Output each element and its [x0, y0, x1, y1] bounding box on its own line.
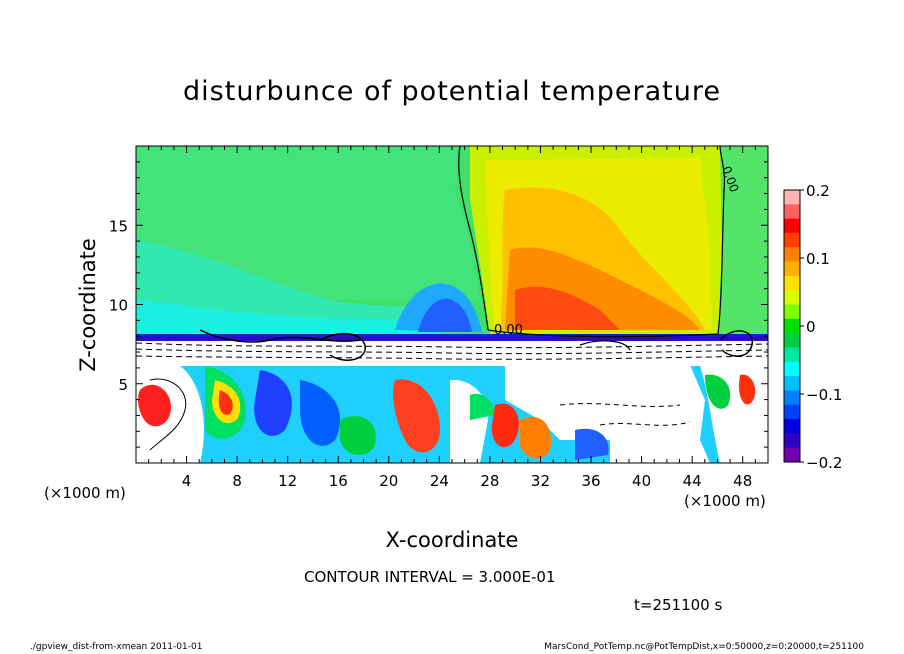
x-tick-label: 44: [683, 472, 702, 490]
x-tick-label: 16: [329, 472, 348, 490]
colorbar-swatch: [784, 318, 800, 334]
x-tick-label: 24: [430, 472, 449, 490]
x-tick-label: 12: [278, 472, 297, 490]
colorbar-swatch: [784, 404, 800, 420]
x-tick-label: 36: [581, 472, 600, 490]
colorbar-swatch: [784, 261, 800, 277]
colorbar-swatch: [784, 247, 800, 263]
colorbar-swatch: [784, 390, 800, 406]
x-tick-label: 4: [182, 472, 192, 490]
colorbar: 0.2 0.1 0 −0.1 −0.2: [783, 182, 842, 472]
colorbar-swatch: [784, 433, 800, 449]
y-tick-label: 15: [109, 217, 128, 235]
colorbar-swatch: [784, 376, 800, 391]
colorbar-tick-label: 0: [806, 318, 816, 336]
colorbar-swatch: [784, 275, 800, 291]
colorbar-swatch: [784, 190, 800, 205]
x-tick-label: 28: [480, 472, 499, 490]
contour-label-lower: 0.00: [494, 323, 523, 338]
colorbar-swatch: [784, 218, 800, 234]
x-tick-label: 20: [379, 472, 398, 490]
time-label: t=251100 s: [634, 596, 723, 614]
x-unit-label-right: (×1000 m): [684, 492, 766, 510]
x-axis-label: X-coordinate: [385, 528, 519, 552]
colorbar-swatch: [784, 347, 800, 363]
colorbar-swatch: [784, 419, 800, 434]
x-tick-label: 40: [632, 472, 651, 490]
x-tick-label: 8: [232, 472, 242, 490]
y-tick-label: 5: [118, 376, 128, 394]
heatmap-field: [136, 146, 768, 463]
chart-title: disturbunce of potential temperature: [183, 76, 721, 107]
colorbar-swatch: [784, 361, 800, 377]
colorbar-tick-label: −0.1: [806, 386, 842, 404]
x-tick-label: 32: [531, 472, 550, 490]
colorbar-swatch: [784, 232, 800, 248]
colorbar-swatch: [784, 290, 800, 306]
colorbar-swatch: [784, 204, 800, 220]
contour-interval-label: CONTOUR INTERVAL = 3.000E-01: [304, 568, 556, 586]
footer-script-name: ./gpview_dist-from-xmean 2011-01-01: [30, 642, 203, 652]
colorbar-swatch: [784, 447, 800, 463]
colorbar-tick-label: −0.2: [806, 454, 842, 472]
footer-source-info: MarsCond_PotTemp.nc@PotTempDist,x=0:5000…: [544, 642, 864, 652]
x-tick-label: 48: [733, 472, 752, 490]
colorbar-swatch: [784, 333, 800, 348]
colorbar-tick-label: 0.1: [806, 250, 830, 268]
colorbar-tick-label: 0.2: [806, 182, 830, 200]
colorbar-swatch: [784, 304, 800, 320]
x-unit-label-left: (×1000 m): [44, 484, 126, 502]
y-tick-label: 10: [109, 297, 128, 315]
